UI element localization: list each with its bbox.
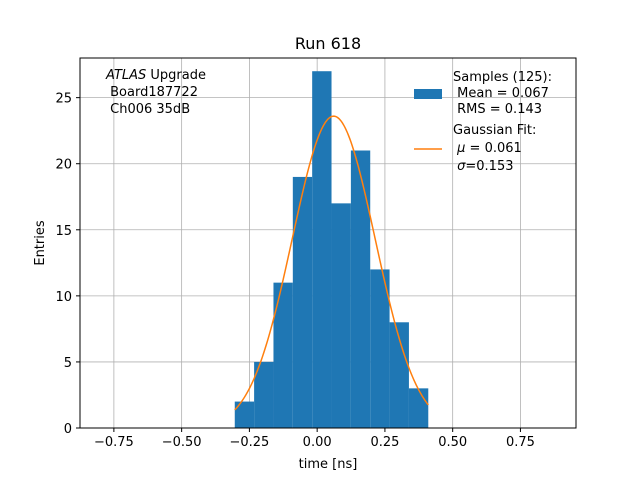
legend-fit-sigma-symbol: σ (457, 159, 466, 174)
annotation-board: Board187722 (106, 85, 198, 100)
x-tick-label: 0.00 (303, 435, 332, 450)
svg-text:ATLAS Upgrade: ATLAS Upgrade (105, 68, 206, 83)
atlas-annotation: ATLAS Upgrade Board187722 Ch006 35dB (105, 68, 206, 117)
annotation-channel: Ch006 35dB (106, 102, 190, 117)
plot-frame (79, 57, 577, 429)
x-tick-label: 0.50 (438, 435, 467, 450)
histogram-bar (350, 150, 371, 428)
annotation-atlas: ATLAS (105, 68, 146, 83)
svg-text:σ=0.153: σ=0.153 (453, 159, 514, 174)
histogram-bar (331, 203, 351, 428)
legend-samples-mean: Mean = 0.067 (453, 86, 549, 101)
y-tick-label: 0 (64, 422, 72, 437)
legend-fit-mu-symbol: μ (456, 141, 465, 156)
histogram-bar (273, 282, 293, 428)
histogram-bar (370, 269, 390, 428)
chart-title: Run 618 (295, 34, 361, 53)
y-tick-label: 5 (64, 356, 72, 371)
legend-fit-sigma-value: =0.153 (465, 159, 513, 174)
legend: Samples (125): Mean = 0.067 RMS = 0.143 … (414, 70, 552, 174)
annotation-upgrade: Upgrade (146, 68, 206, 83)
histogram-bar (312, 71, 332, 428)
x-tick-label: −0.25 (229, 435, 269, 450)
y-tick-label: 15 (55, 224, 72, 239)
histogram-bar (292, 176, 313, 428)
gaussian-fit (234, 115, 429, 411)
axis-ticks: −0.75 −0.50 −0.25 0.00 0.25 0.50 0.75 0 5 10 15 20 2… (55, 92, 534, 450)
x-tick-label: 0.75 (506, 435, 535, 450)
histogram-bar (234, 401, 255, 428)
x-tick-label: −0.50 (162, 435, 202, 450)
histogram-bar (254, 361, 274, 428)
histogram-bars (234, 71, 429, 428)
y-axis-label: Entries (33, 220, 48, 266)
y-tick-label: 20 (55, 158, 72, 173)
legend-samples-swatch (414, 89, 442, 99)
x-tick-label: 0.25 (370, 435, 399, 450)
legend-samples-rms: RMS = 0.143 (453, 102, 542, 117)
legend-fit-mu-value: = 0.061 (465, 141, 521, 156)
svg-text:μ = 0.061: μ = 0.061 (453, 141, 522, 156)
gaussian-fit-curve (234, 115, 429, 411)
x-axis-label: time [ns] (299, 457, 358, 472)
legend-samples-title: Samples (125): (453, 70, 552, 85)
y-tick-label: 25 (55, 92, 72, 107)
y-tick-label: 10 (55, 290, 72, 305)
legend-fit-title: Gaussian Fit: (453, 123, 536, 138)
histogram-bar (389, 322, 409, 428)
x-tick-label: −0.75 (94, 435, 134, 450)
histogram-bar (408, 388, 429, 428)
